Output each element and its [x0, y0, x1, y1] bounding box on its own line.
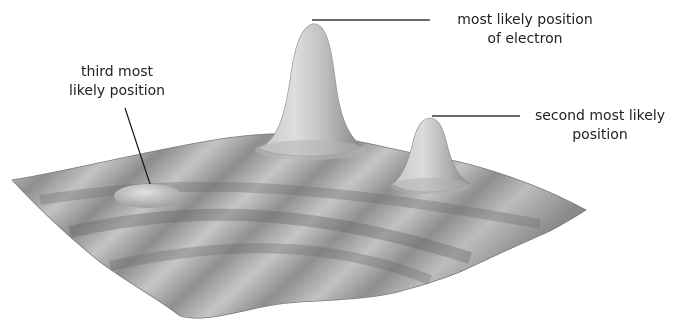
label-most-likely-line2: of electron — [487, 31, 563, 47]
label-second-line1: second most likely — [535, 108, 665, 124]
leader-third — [124, 107, 151, 185]
ripple-bands — [39, 181, 541, 285]
label-third-line1: third most — [80, 64, 154, 80]
main-peak-base — [255, 140, 365, 160]
main-peak — [257, 23, 363, 157]
label-most-likely-line1: most likely position — [457, 12, 593, 28]
second-peak-base — [390, 178, 470, 194]
label-third-line2: likely position — [68, 83, 166, 99]
label-second-line2: position — [572, 127, 628, 143]
label-most-likely: most likely position of electron — [430, 11, 620, 49]
third-bump — [114, 184, 182, 208]
label-second-most-likely: second most likely position — [520, 107, 680, 145]
leader-lines — [124, 19, 520, 185]
label-third-most-likely: third most likely position — [52, 63, 182, 101]
